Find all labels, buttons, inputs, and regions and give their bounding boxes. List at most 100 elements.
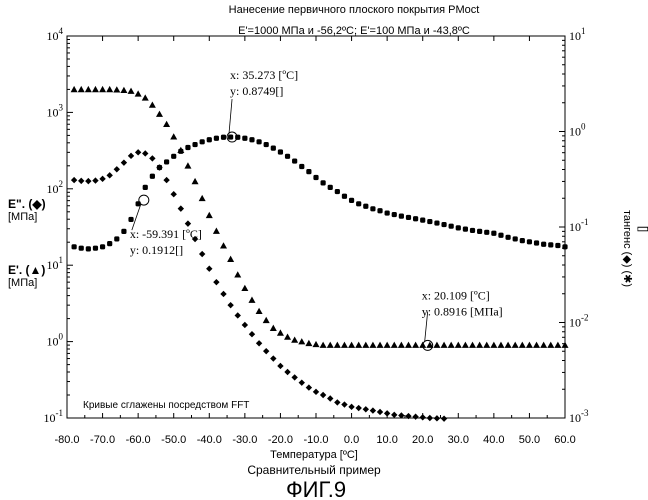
data-point-tan	[270, 145, 276, 151]
data-point-tan	[505, 234, 511, 240]
y-right-label-unit: []	[637, 226, 648, 232]
data-point-e2	[149, 155, 156, 162]
data-point-e1	[497, 341, 505, 348]
data-point-tan	[462, 226, 468, 232]
data-point-e2	[106, 172, 113, 179]
data-point-tan	[299, 163, 305, 170]
x-tick-label: -80.0	[54, 434, 79, 446]
data-point-e2	[341, 401, 348, 408]
x-tick-label: 0.0	[344, 434, 359, 446]
data-point-tan	[512, 236, 518, 242]
data-point-tan	[228, 134, 234, 140]
data-point-e2	[312, 388, 320, 396]
annotation-marker	[138, 194, 150, 206]
data-point-e1	[390, 341, 398, 348]
data-point-tan	[306, 169, 312, 175]
data-point-e1	[291, 336, 299, 343]
data-point-e1	[333, 341, 341, 348]
data-point-e1	[120, 86, 128, 94]
data-point-e1	[99, 85, 107, 93]
data-point-e1	[127, 87, 135, 94]
data-point-e2	[334, 399, 341, 406]
data-point-e2	[405, 412, 412, 420]
data-point-tan	[477, 228, 483, 234]
chart-subtitle: E'=1000 МПа и -56,2ºC; E'=100 МПа и -43,…	[238, 25, 470, 37]
data-point-e2	[70, 176, 78, 184]
chart-title: Нанесение первичного плоского покрытия P…	[229, 4, 480, 16]
data-point-e2	[220, 290, 227, 298]
data-point-tan	[334, 188, 340, 195]
data-point-e1	[191, 177, 199, 185]
data-point-e1	[134, 90, 142, 97]
y-left-label-e1-unit: [МПа]	[8, 277, 37, 289]
data-point-e1	[383, 341, 391, 348]
data-point-e1	[269, 324, 277, 331]
data-point-tan	[420, 217, 426, 223]
data-point-e1	[184, 162, 192, 169]
data-point-e1	[376, 341, 384, 348]
y-left-label-e2-unit: [МПа]	[8, 211, 37, 223]
data-point-tan	[356, 201, 362, 207]
y-right-tick-label: 10-3	[569, 408, 589, 425]
data-point-e1	[106, 85, 114, 93]
data-point-tan	[114, 236, 120, 242]
data-point-tan	[370, 206, 376, 212]
data-point-e1	[305, 339, 313, 347]
data-point-tan	[192, 141, 198, 148]
data-point-tan	[391, 211, 397, 218]
figure-label: ФИГ.9	[286, 477, 346, 500]
data-point-tan	[533, 240, 540, 246]
annotation-line1: x: 20.109 [ºC]	[422, 288, 490, 302]
data-point-e2	[412, 413, 419, 420]
data-point-e1	[369, 341, 377, 348]
y-left-label-e1: E'. (▲)	[8, 263, 45, 277]
annotation-line1: x: -59.391 [ºC]	[130, 227, 202, 241]
data-point-tan	[171, 153, 177, 159]
data-point-e2	[206, 265, 213, 272]
data-point-e1	[227, 255, 235, 262]
data-point-e2	[277, 362, 284, 370]
data-point-tan	[85, 246, 91, 252]
data-point-e1	[561, 341, 569, 348]
y-left-tick-label: 10-1	[44, 408, 64, 425]
data-point-e1	[298, 338, 306, 345]
data-point-e2	[362, 406, 369, 413]
data-point-e1	[447, 341, 455, 348]
data-point-tan	[185, 144, 191, 151]
data-point-tan	[541, 241, 547, 247]
data-point-tan	[526, 239, 533, 245]
data-point-tan	[562, 244, 568, 250]
data-point-e1	[70, 85, 78, 93]
x-tick-label: -70.0	[90, 434, 115, 446]
data-point-e2	[369, 407, 377, 414]
y-left-label-e2: E". (◆)	[8, 197, 46, 211]
annotation-line2: y: 0.8916 [МПа]	[422, 304, 503, 318]
data-point-tan	[405, 214, 412, 221]
data-point-e2	[191, 235, 199, 243]
data-point-tan	[206, 137, 212, 143]
data-point-tan	[519, 238, 525, 244]
data-point-e2	[142, 150, 149, 157]
data-point-tan	[398, 213, 404, 219]
data-point-tan	[320, 180, 326, 186]
data-point-e2	[419, 414, 426, 421]
data-point-tan	[327, 184, 333, 190]
data-point-tan	[256, 139, 262, 145]
x-tick-label: 50.0	[519, 434, 540, 446]
data-point-tan	[348, 197, 355, 203]
data-point-tan	[284, 153, 291, 159]
x-tick-label: -60.0	[126, 434, 151, 446]
data-point-e1	[262, 316, 270, 324]
data-point-e2	[85, 177, 92, 185]
data-point-e1	[113, 86, 121, 93]
data-point-e1	[518, 341, 526, 348]
data-point-e2	[170, 190, 177, 198]
data-point-e1	[504, 341, 512, 348]
data-point-e2	[426, 414, 434, 422]
data-point-tan	[455, 225, 461, 231]
data-point-e1	[141, 94, 149, 101]
data-point-e2	[113, 166, 120, 173]
data-point-e1	[84, 85, 92, 93]
data-point-e1	[276, 329, 284, 336]
x-tick-label: -30.0	[232, 434, 257, 446]
